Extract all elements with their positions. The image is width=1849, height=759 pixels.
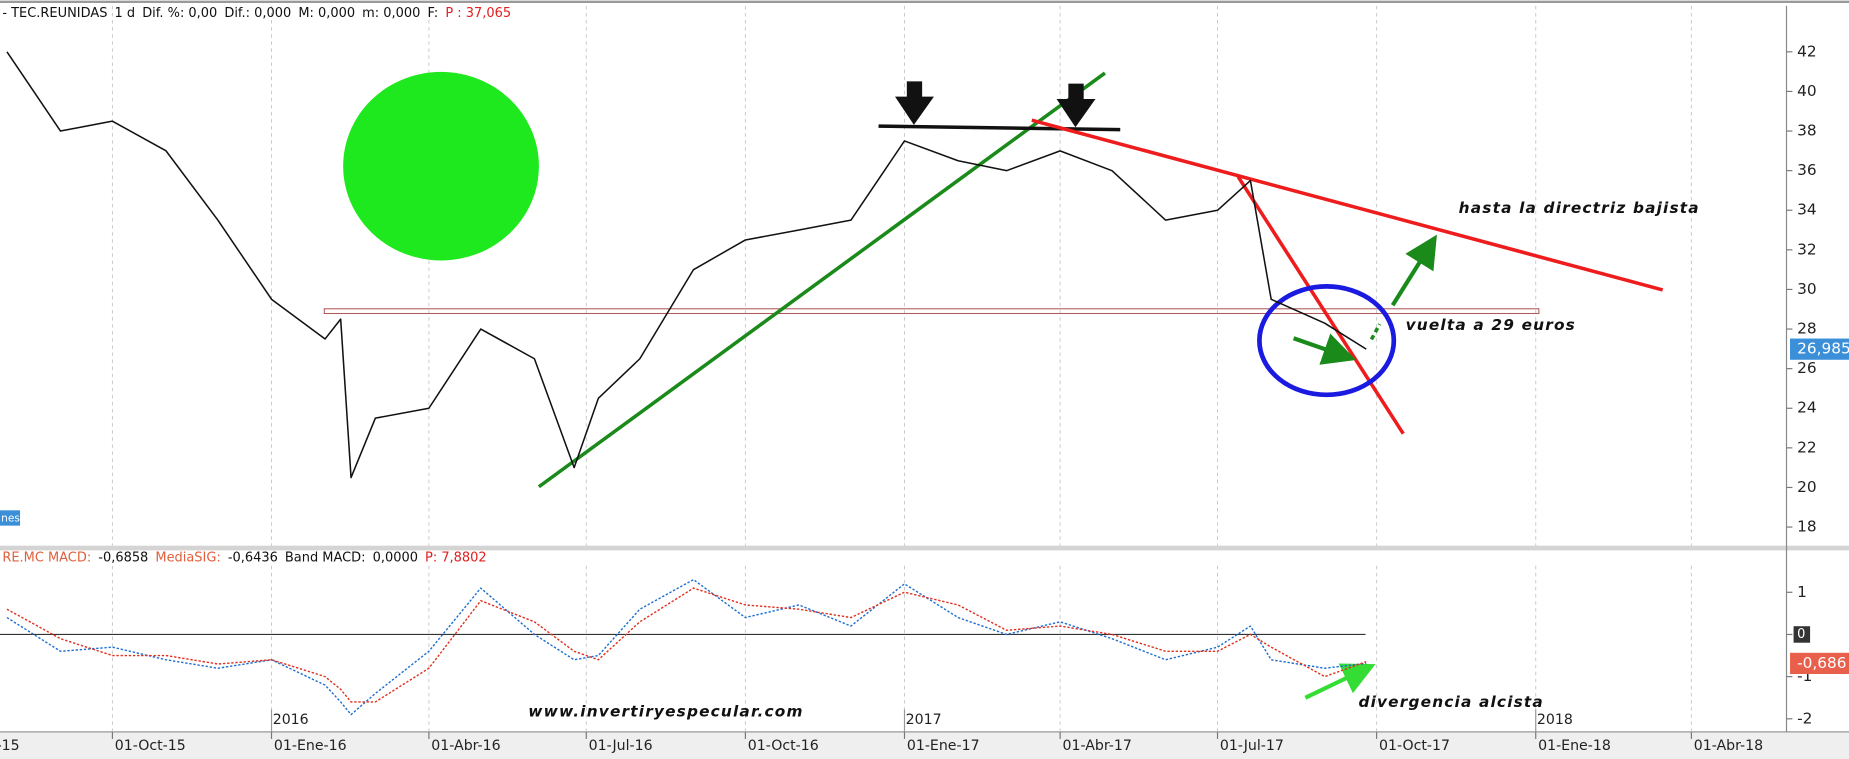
y-tick-label: 36 [1797,161,1817,179]
panel-header: - TEC.REUNIDAS 1 d Dif. %: 0,00 Dif.: 0,000… [2,5,511,20]
annotation: divergencia alcista [1358,693,1544,711]
y-tick-label: 32 [1797,240,1817,258]
y-tick-label: 28 [1797,320,1817,338]
y-tick-label: 30 [1797,280,1817,298]
header-item: -0,6858 [98,550,148,565]
y-tick-label: 42 [1797,42,1817,60]
x-tick-label: 01-Oct-15 [115,738,186,754]
double-top-line [878,124,1121,132]
panel-separator [0,545,1849,551]
header-item: m: 0,000 [362,5,420,20]
drawings [323,71,1664,700]
last-value-label: -0,686 [1797,654,1846,672]
header-item: 0,0000 [373,550,418,565]
annotation: hasta la directriz bajista [1459,199,1700,217]
header-item: Dif. %: 0,00 [142,5,217,20]
x-axis-strip [0,731,1849,759]
y-tick-label: 20 [1797,478,1817,496]
divergence-arrow [1304,663,1376,700]
last-value-label: 26,985 [1797,340,1849,358]
x-tick-label: 01-Abr-16 [431,738,500,754]
green-arrow [1292,333,1356,365]
header-item: MediaSIG: [155,550,220,565]
x-tick-label: 01-Ene-17 [907,738,980,754]
x-tick-label: 01-Oct-17 [1379,738,1450,754]
header-item: M: 0,000 [298,5,355,20]
y-tick-label: 1 [1797,583,1807,601]
support-29-line [323,308,1540,315]
header-item: RE.MC MACD: [2,550,91,565]
annotation: vuelta a 29 euros [1406,316,1576,334]
header-item: P: 7,8802 [425,550,487,565]
side-tag-label: nes [1,512,20,525]
marks-layer [0,51,1793,739]
year-tick-label: 2016 [273,712,309,728]
series-line [6,51,1367,479]
uptrend-line [537,71,1106,489]
y-tick-label: -2 [1797,709,1812,727]
header-item: 1 d [115,5,136,20]
y-tick-label: 24 [1797,399,1817,417]
steep-downtrend-line [1236,175,1405,435]
x-tick-label: 01-Ene-16 [274,738,347,754]
blue-ellipse [1257,284,1397,398]
x-tick-label: 01-Jul-16 [589,738,653,754]
header-item: - TEC.REUNIDAS [2,5,107,20]
arrow-down [895,81,934,125]
series-line [6,578,1367,716]
green-circle [343,71,539,261]
grid-layer [111,5,1692,732]
header-item: -0,6436 [228,550,278,565]
y-tick-label: 0 [1797,627,1805,642]
header-item: Band MACD: [285,550,366,565]
x-tick-label: 01-Jul-15 [0,738,20,754]
downtrend-line [1031,118,1664,292]
y-tick-label: 22 [1797,438,1817,456]
arrow-down [1056,83,1096,128]
side-tag [0,510,21,526]
header-item: F: [427,5,438,20]
green-arrow [1390,234,1437,307]
y-tick-highlight [1793,626,1811,643]
green-arrow-dashed [1369,323,1382,341]
year-tick-label: 2018 [1537,712,1573,728]
y-tick-label: 40 [1797,82,1817,100]
y-tick-label: 18 [1797,518,1817,536]
y-tick-label: 38 [1797,122,1817,140]
text-layer: - TEC.REUNIDAS 1 d Dif. %: 0,00 Dif.: 0,000… [0,5,1849,754]
x-tick-label: 01-Ene-18 [1538,738,1611,754]
x-tick-label: 01-Abr-17 [1062,738,1131,754]
last-value-box [1790,338,1849,360]
annotation: www.invertiryespecular.com [528,702,803,720]
header-item: P : 37,065 [445,5,511,20]
last-value-box [1790,652,1849,675]
x-tick-label: 01-Abr-18 [1694,738,1763,754]
y-tick-label: 34 [1797,201,1817,219]
header-item: Dif.: 0,000 [224,5,291,20]
year-tick-label: 2017 [906,712,942,728]
panel-header: RE.MC MACD: -0,6858 MediaSIG: -0,6436 Band M… [2,550,486,565]
y-tick-label: 26 [1797,359,1817,377]
x-tick-label: 01-Oct-16 [748,738,819,754]
x-tick-label: 01-Jul-17 [1220,738,1284,754]
